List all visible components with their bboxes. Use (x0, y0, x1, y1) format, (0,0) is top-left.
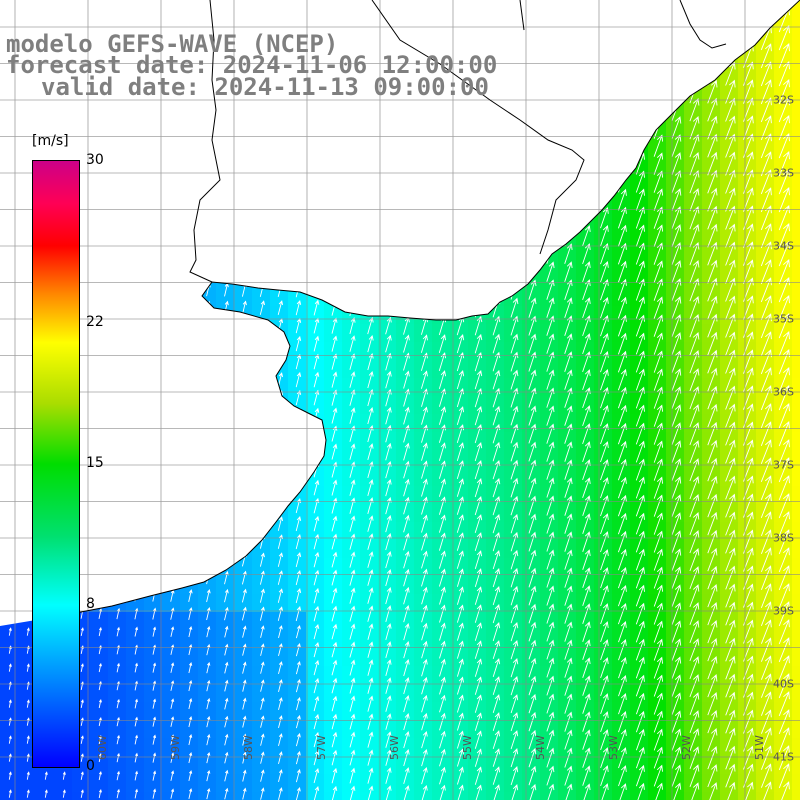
border-line (519, 0, 525, 31)
colorbar-tick-label: 22 (86, 313, 104, 330)
longitude-label: 57W (315, 735, 328, 760)
colorbar-tick-label: 30 (86, 152, 104, 168)
longitude-label: 58W (242, 735, 255, 760)
latitude-label: 35S (773, 312, 794, 326)
latitude-label: 37S (773, 458, 794, 472)
border-line (679, 0, 727, 49)
longitude-label: 55W (461, 735, 474, 760)
longitude-label: 51W (753, 735, 766, 760)
latitude-label: 40S (773, 677, 794, 691)
model-title: modelo GEFS-WAVE (NCEP) (6, 30, 339, 58)
border-line (189, 0, 221, 283)
colorbar-units: [m/s] (32, 133, 69, 149)
latitude-label: 32S (773, 93, 794, 107)
colorbar (32, 160, 80, 768)
longitude-label: 60W (96, 735, 109, 760)
valid-date: valid date: 2024-11-13 09:00:00 (41, 73, 489, 101)
coastline (59, 0, 800, 617)
longitude-label: 56W (388, 735, 401, 760)
border-line (371, 0, 585, 255)
colorbar-tick-label: 15 (86, 455, 104, 471)
latitude-label: 34S (773, 239, 794, 253)
longitude-label: 52W (680, 735, 693, 760)
longitude-label: 54W (534, 735, 547, 760)
longitude-label: 53W (607, 735, 620, 760)
colorbar-tick-label: 8 (86, 596, 95, 613)
colorbar-tick-label: 0 (86, 758, 95, 774)
longitude-label: 59W (169, 735, 182, 760)
latitude-label: 38S (773, 531, 794, 545)
forecast-date: forecast date: 2024-11-06 12:00:00 (6, 51, 498, 79)
latitude-label: 39S (773, 604, 794, 618)
latitude-label: 33S (773, 166, 794, 180)
latitude-label: 36S (773, 385, 794, 399)
latitude-label: 41S (773, 750, 794, 764)
